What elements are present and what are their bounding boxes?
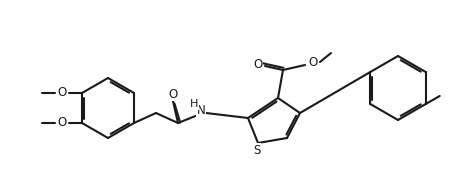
Text: H: H [190,99,198,109]
Text: O: O [168,88,177,101]
Text: O: O [58,87,66,100]
Text: N: N [197,104,205,117]
Text: O: O [308,56,318,69]
Text: O: O [58,116,66,130]
Text: S: S [253,143,261,156]
Text: O: O [253,59,263,72]
